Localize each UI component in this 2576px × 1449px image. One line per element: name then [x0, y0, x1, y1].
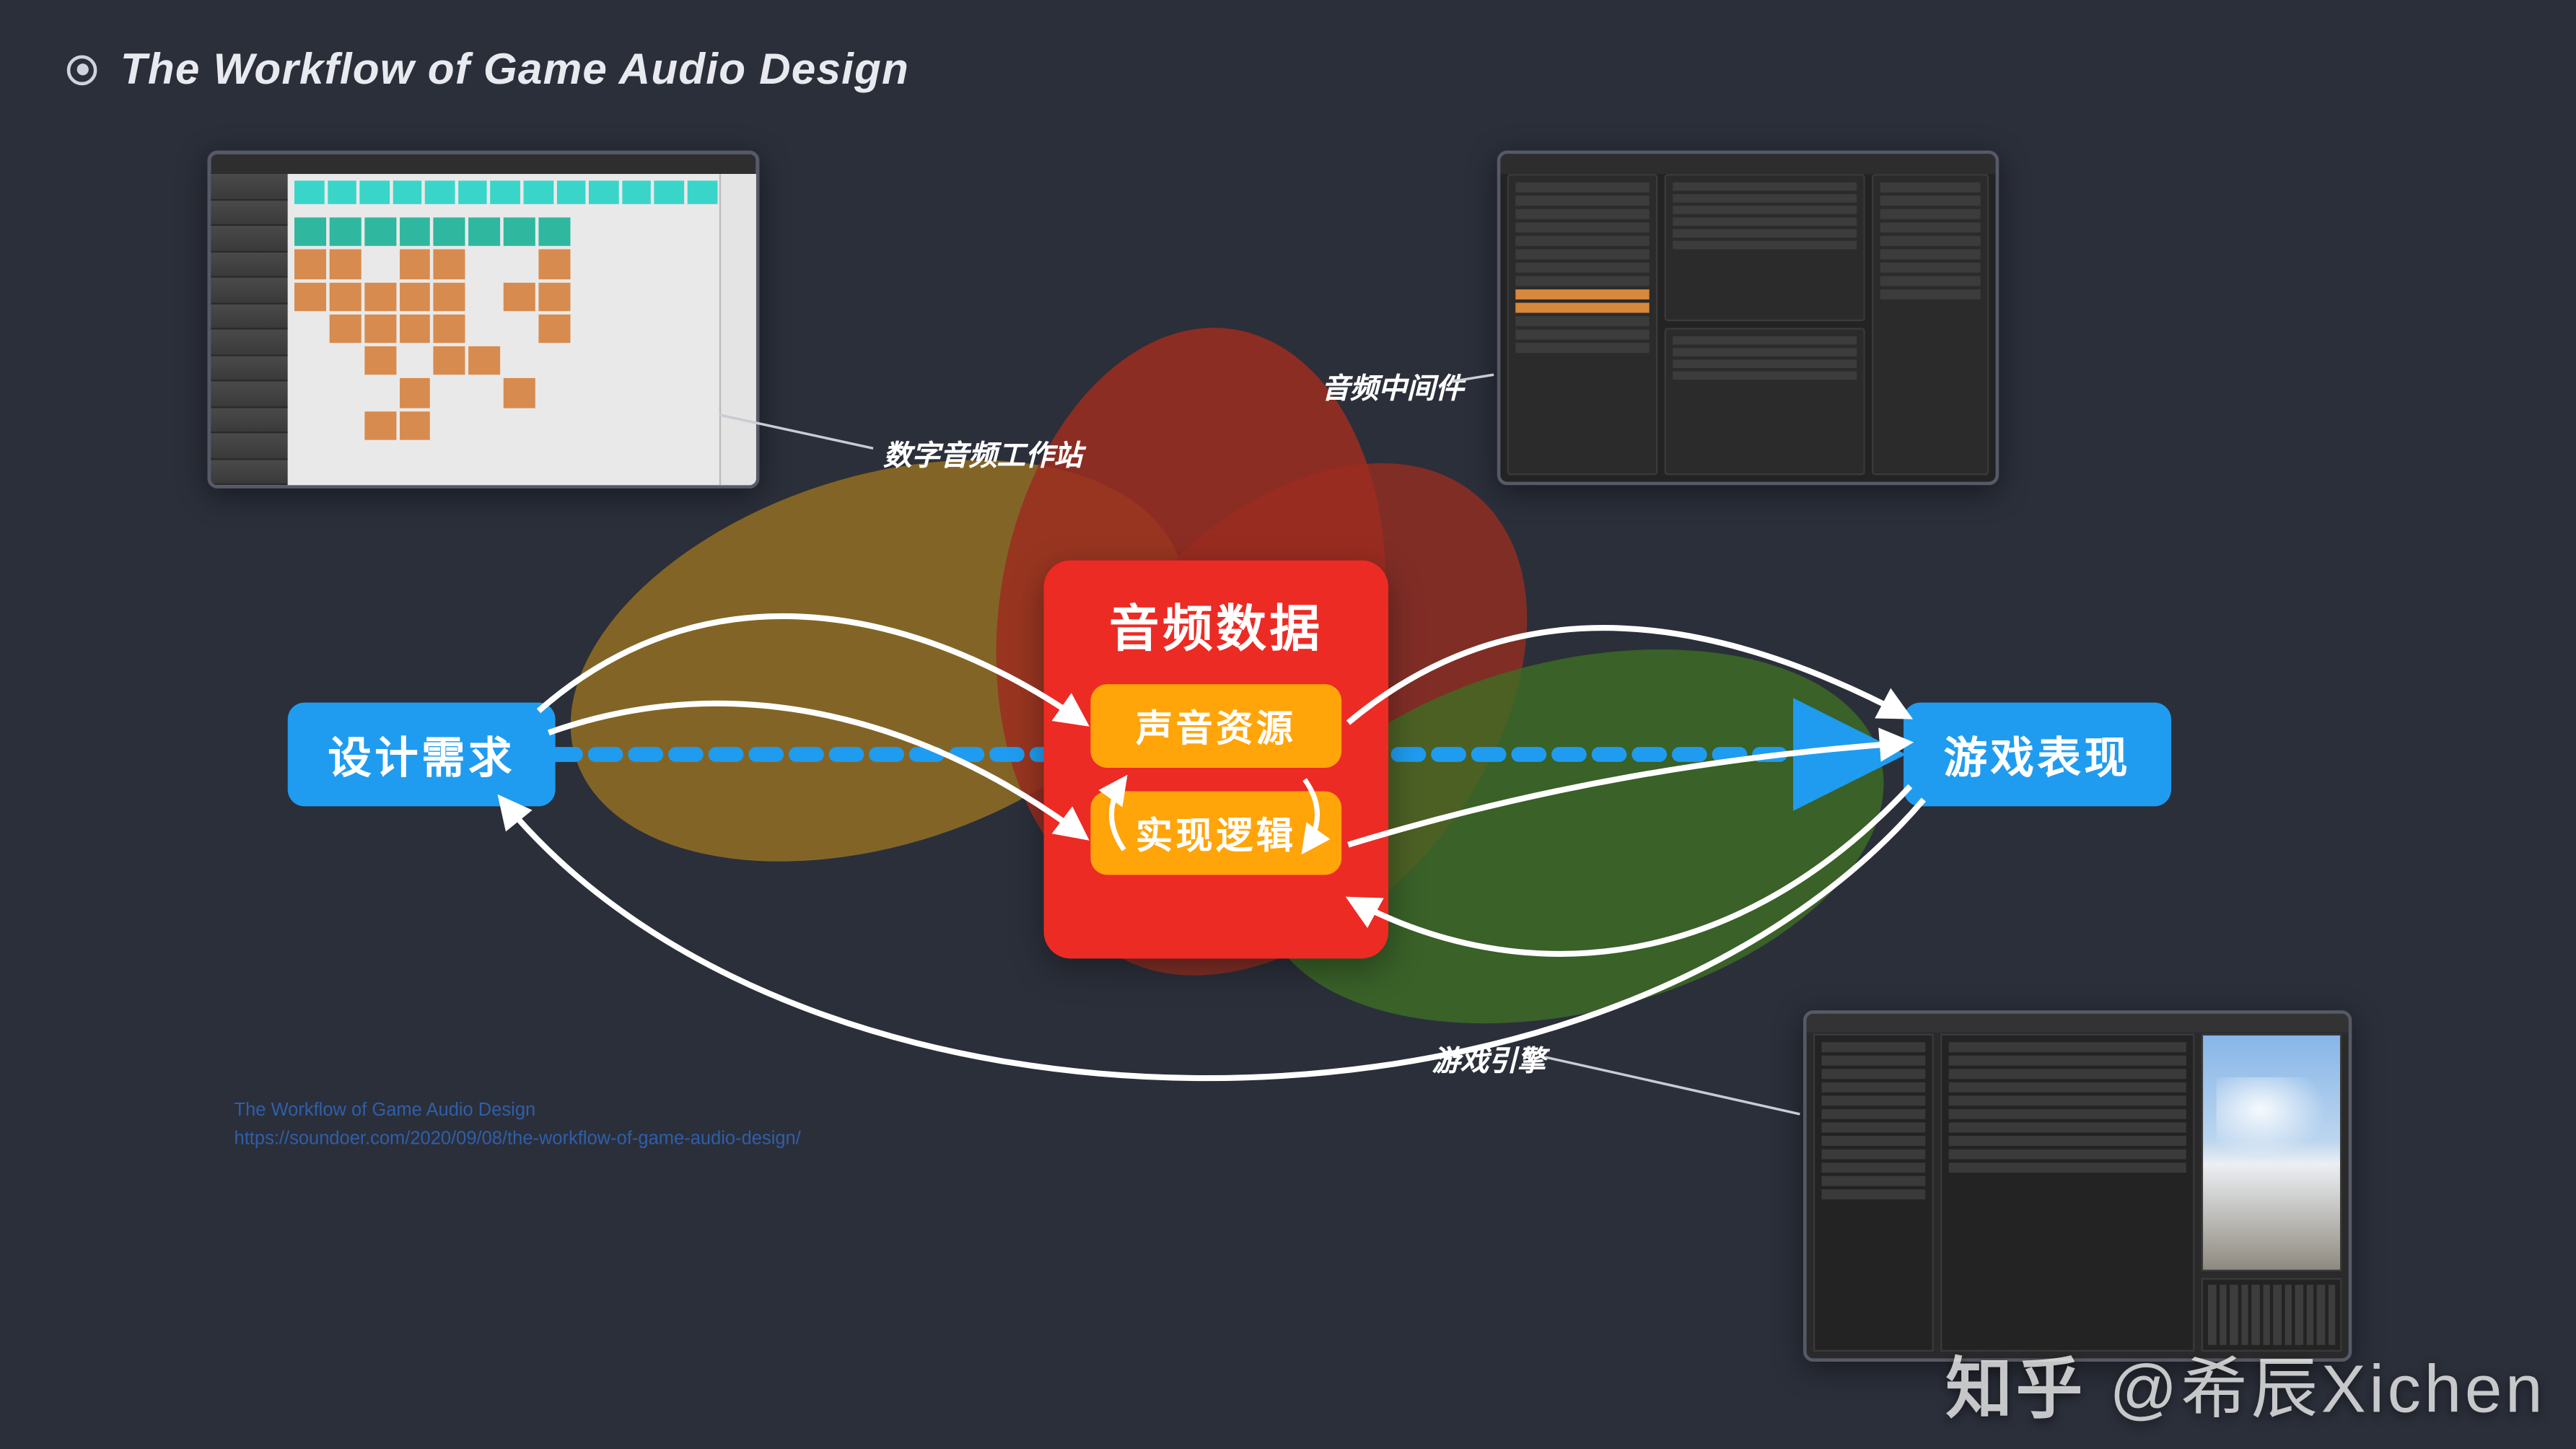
sub-box-logic: 实现逻辑 [1090, 792, 1341, 875]
label-middleware: 音频中间件 [1321, 365, 1463, 407]
label-engine: 游戏引擎 [1432, 1037, 1546, 1079]
node-game-output: 游戏表现 [1903, 703, 2171, 807]
watermark-logo: 知乎 [1945, 1335, 2086, 1432]
watermark: 知乎 @希辰Xichen [1945, 1335, 2546, 1432]
watermark-handle: @希辰Xichen [2109, 1335, 2546, 1432]
center-title: 音频数据 [1109, 587, 1323, 661]
center-card-audio-data: 音频数据 声音资源 实现逻辑 [1044, 561, 1389, 959]
node-design-requirement: 设计需求 [288, 703, 556, 807]
label-daw: 数字音频工作站 [883, 432, 1082, 473]
sub-box-sound-assets: 声音资源 [1090, 684, 1341, 768]
